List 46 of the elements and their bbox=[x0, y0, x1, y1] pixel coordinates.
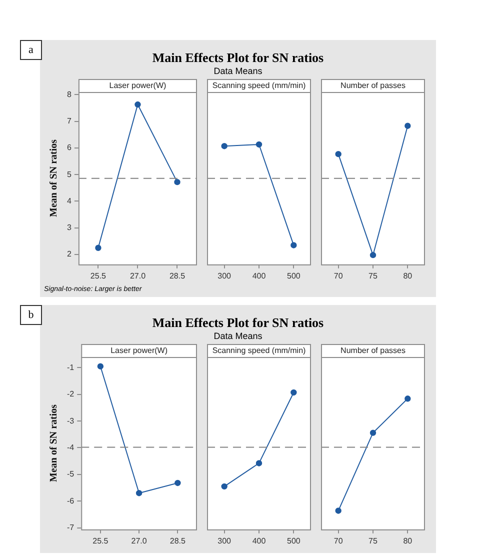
y-tick-label: 4 bbox=[66, 196, 72, 206]
x-tick-label: 25.5 bbox=[92, 536, 109, 546]
y-tick-label: 8 bbox=[66, 90, 72, 99]
y-tick-label: -5 bbox=[66, 470, 75, 479]
x-tick-label: 27.0 bbox=[131, 536, 148, 546]
y-tick-label: -4 bbox=[66, 442, 75, 452]
y-tick-label: 6 bbox=[66, 143, 72, 152]
x-axis-title: Scanning speed (mm/min) bbox=[212, 346, 306, 356]
x-tick-label: 500 bbox=[286, 536, 301, 546]
text: a bbox=[20, 40, 42, 60]
x-tick-label: 80 bbox=[403, 536, 413, 546]
y-tick-label: -7 bbox=[66, 523, 75, 532]
x-tick-label: 27.0 bbox=[130, 271, 146, 280]
x-tick-label: 70 bbox=[334, 271, 344, 280]
y-tick-label: 2 bbox=[66, 250, 72, 259]
x-tick-label: 400 bbox=[252, 271, 266, 280]
y-tick-label: -6 bbox=[66, 496, 75, 506]
x-axis-title: Number of passes bbox=[340, 81, 406, 90]
y-tick-label: 3 bbox=[66, 223, 72, 232]
chart-title: Main Effects Plot for SN ratios bbox=[151, 315, 325, 331]
y-tick-label: -1 bbox=[66, 362, 75, 372]
y-axis-title: Mean of SN ratios bbox=[48, 139, 60, 217]
x-tick-label: 300 bbox=[218, 271, 232, 280]
x-tick-label: 70 bbox=[334, 536, 344, 546]
x-tick-label: 400 bbox=[252, 536, 266, 546]
x-tick-label: 75 bbox=[368, 536, 378, 546]
chart-subtitle: Data Means bbox=[212, 66, 264, 76]
text: b bbox=[20, 305, 42, 325]
chart-subtitle: Data Means bbox=[212, 331, 264, 341]
y-tick-label: 5 bbox=[66, 170, 72, 179]
chart-title: Main Effects Plot for SN ratios bbox=[151, 50, 325, 66]
y-axis-title: Mean of SN ratios bbox=[48, 404, 60, 482]
x-tick-label: 28.5 bbox=[170, 536, 186, 546]
x-tick-label: 28.5 bbox=[169, 271, 186, 280]
x-tick-label: 300 bbox=[218, 536, 232, 546]
y-tick-label: -3 bbox=[66, 416, 75, 426]
x-axis-title: Scanning speed (mm/min) bbox=[212, 81, 306, 90]
x-tick-label: 500 bbox=[286, 271, 301, 280]
x-tick-label: 75 bbox=[368, 271, 378, 280]
x-tick-label: 80 bbox=[403, 271, 413, 280]
x-tick-label: 25.5 bbox=[90, 271, 107, 280]
y-tick-label: -2 bbox=[66, 390, 75, 399]
y-tick-label: 7 bbox=[66, 116, 72, 126]
x-axis-title: Laser power(W) bbox=[110, 346, 168, 356]
x-axis-title: Number of passes bbox=[340, 346, 406, 356]
x-axis-title: Laser power(W) bbox=[109, 81, 167, 90]
